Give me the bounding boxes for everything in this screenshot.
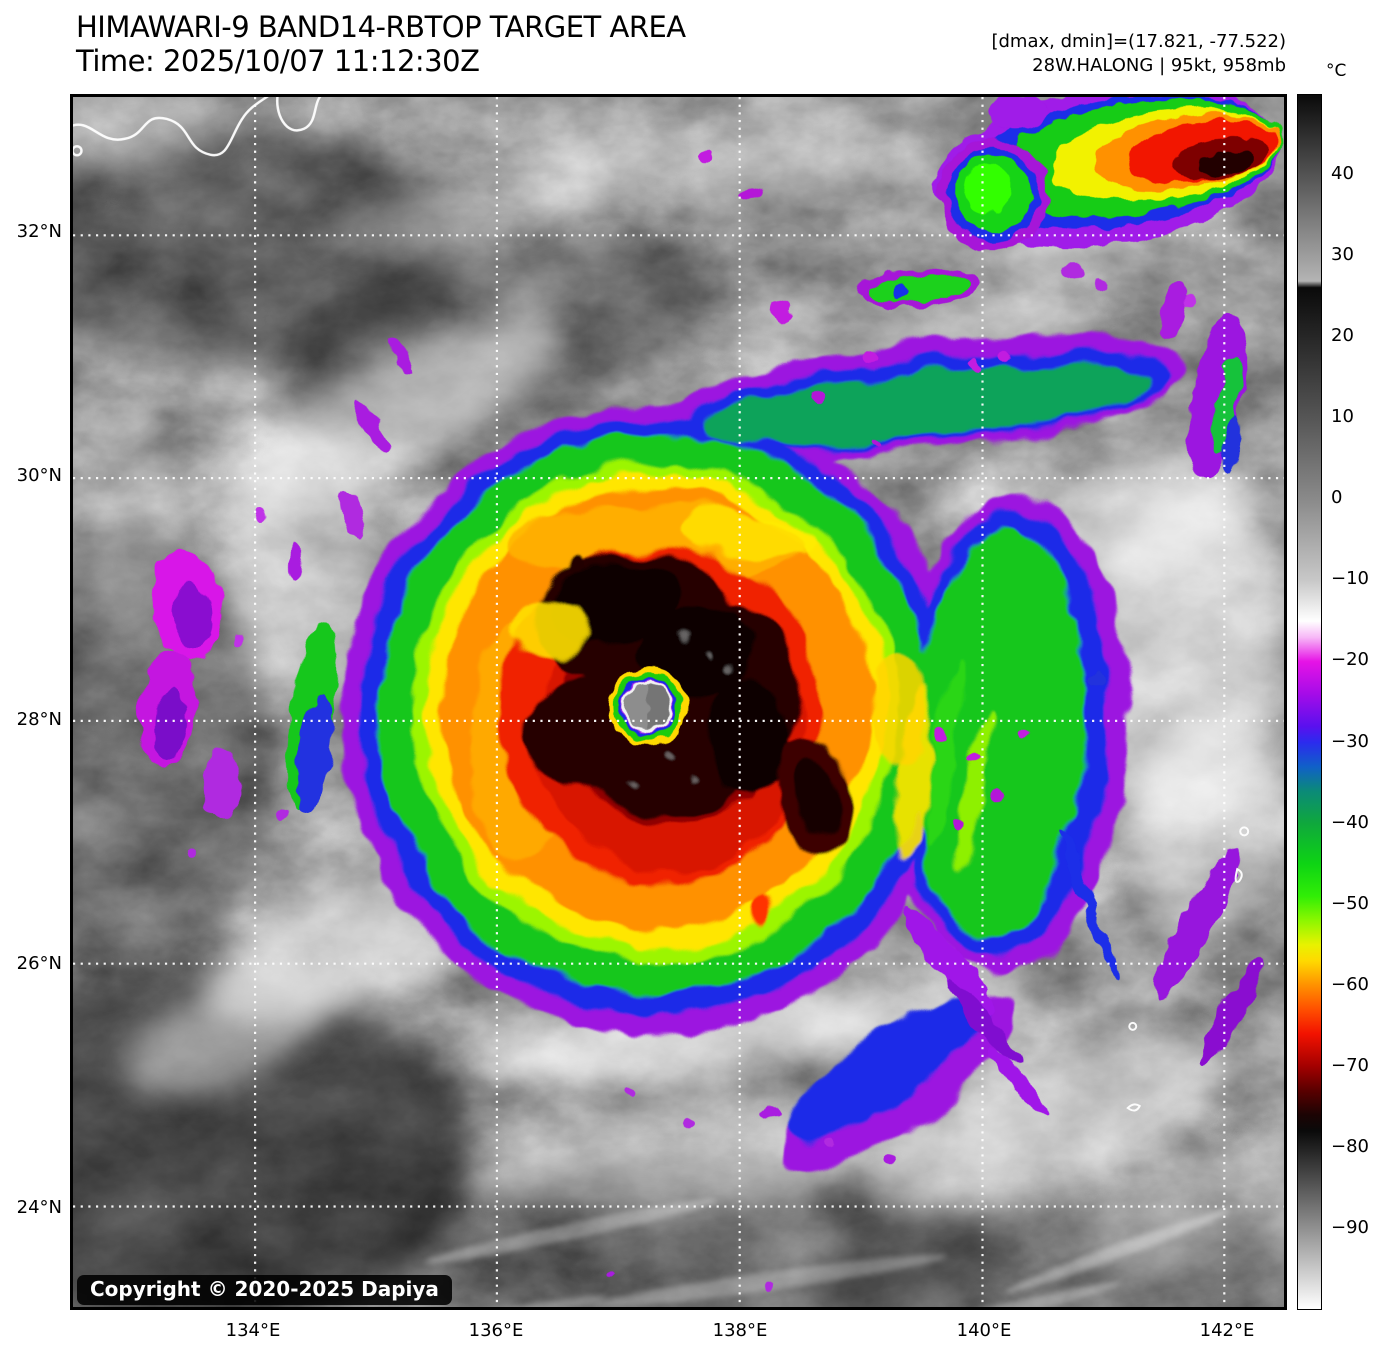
island-contours — [1126, 826, 1250, 1112]
typhoon-eye — [608, 667, 688, 747]
dmax-dmin-readout: [dmax, dmin]=(17.821, -77.522) — [991, 31, 1286, 52]
colorbar-tick-label: −10 — [1331, 568, 1369, 590]
west-rainband-fragments — [139, 337, 415, 859]
colorbar-tick-label: −80 — [1331, 1135, 1369, 1157]
satellite-image — [73, 97, 1284, 1307]
page-title: HIMAWARI-9 BAND14-RBTOP TARGET AREA — [76, 10, 686, 44]
satellite-map: Copyright © 2020-2025 Dapiya — [70, 94, 1287, 1310]
colorbar-tick-label: −40 — [1331, 811, 1369, 833]
typhoon-halong — [341, 334, 1187, 1171]
lat-label-28n: 28°N — [16, 709, 62, 730]
copyright-badge: Copyright © 2020-2025 Dapiya — [77, 1275, 452, 1305]
lon-label-134e: 134°E — [225, 1320, 281, 1341]
lon-label-142e: 142°E — [1199, 1320, 1255, 1341]
colorbar-tick-label: −50 — [1331, 892, 1369, 914]
colorbar-tick-label: −70 — [1331, 1054, 1369, 1076]
lat-label-30n: 30°N — [16, 465, 62, 486]
north-scattered-convection — [697, 147, 1010, 450]
timestamp: Time: 2025/10/07 11:12:30Z — [76, 44, 480, 78]
lat-label-26n: 26°N — [16, 953, 62, 974]
lon-label-136e: 136°E — [468, 1320, 524, 1341]
colorbar-unit: °C — [1326, 61, 1347, 81]
lon-label-138e: 138°E — [712, 1320, 768, 1341]
lon-label-140e: 140°E — [956, 1320, 1012, 1341]
colorbar-tick-label: 40 — [1331, 163, 1354, 185]
coastline-japan — [73, 97, 322, 157]
lat-label-32n: 32°N — [16, 221, 62, 242]
colorbar-tick-label: −20 — [1331, 649, 1369, 671]
colorbar-tick-label: 30 — [1331, 244, 1354, 266]
east-edge-bands — [1155, 281, 1264, 1065]
colorbar — [1297, 94, 1322, 1310]
bright-cloud-bands — [73, 97, 1284, 1279]
colorbar-tick-label: −90 — [1331, 1216, 1369, 1238]
grid-lines — [73, 97, 1284, 1307]
colorbar-tick-label: 20 — [1331, 325, 1354, 347]
colorbar-tick-label: 10 — [1331, 406, 1354, 428]
storm-top-right — [935, 97, 1282, 307]
core-gray-speckles — [629, 635, 734, 787]
lat-label-24n: 24°N — [16, 1197, 62, 1218]
storm-info: 28W.HALONG | 95kt, 958mb — [1032, 55, 1286, 76]
colorbar-tick-label: −30 — [1331, 730, 1369, 752]
colorbar-tick-label: 0 — [1331, 487, 1343, 509]
colorbar-tick-label: −60 — [1331, 973, 1369, 995]
header-right: [dmax, dmin]=(17.821, -77.522) 28W.HALON… — [991, 30, 1286, 78]
